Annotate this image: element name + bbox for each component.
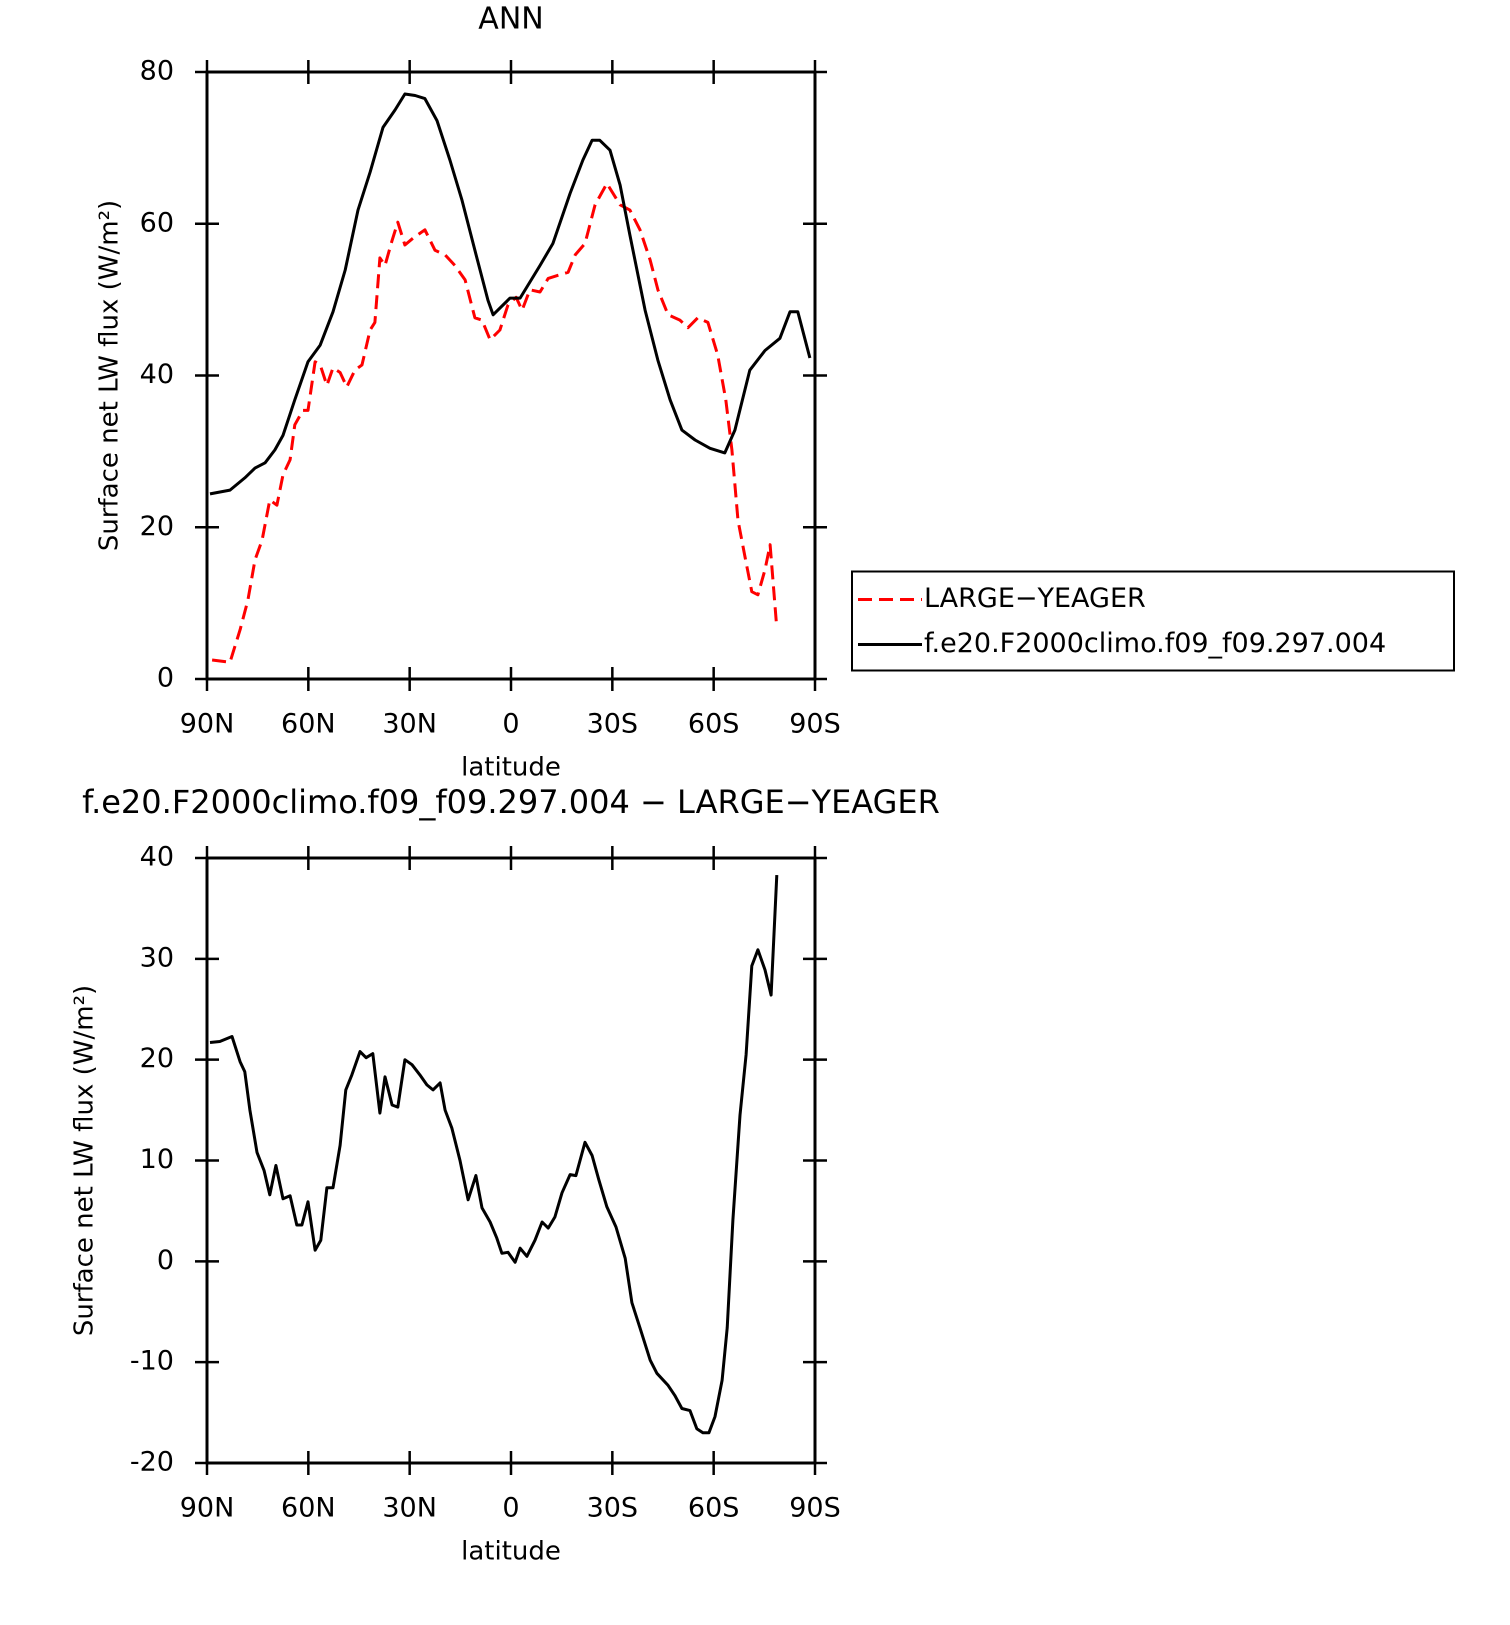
- x-tick-label: 90S: [789, 709, 841, 740]
- y-tick-label: 0: [157, 663, 174, 694]
- x-tick-label: 0: [502, 1493, 519, 1524]
- x-axis-label: latitude: [461, 1537, 561, 1567]
- x-tick-label: 30S: [587, 709, 639, 740]
- y-tick-label: 40: [140, 842, 174, 873]
- y-tick-label: -10: [130, 1346, 174, 1377]
- data-line: [211, 182, 779, 664]
- y-tick-label: 40: [140, 359, 174, 390]
- data-line: [209, 875, 779, 1435]
- y-tick-label: 20: [140, 511, 174, 542]
- data-line: [209, 92, 812, 496]
- legend-box: [851, 570, 1455, 672]
- x-tick-label: 60N: [281, 709, 336, 740]
- x-tick-label: 90N: [180, 709, 235, 740]
- x-tick-label: 60S: [688, 709, 740, 740]
- chart-title: f.e20.F2000climo.f09_f09.297.004 − LARGE…: [82, 783, 940, 821]
- y-tick-label: 0: [157, 1245, 174, 1276]
- y-axis-label: Surface net LW flux (W/m²): [70, 985, 100, 1336]
- chart-title: ANN: [478, 2, 543, 37]
- x-tick-label: 30N: [382, 709, 437, 740]
- y-tick-label: 80: [140, 56, 174, 87]
- plot-frame: [205, 70, 817, 681]
- y-tick-label: -20: [130, 1447, 174, 1478]
- x-tick-label: 90N: [180, 1493, 235, 1524]
- legend-label: f.e20.F2000climo.f09_f09.297.004: [924, 628, 1386, 659]
- x-tick-label: 60N: [281, 1493, 336, 1524]
- y-tick-label: 30: [140, 942, 174, 973]
- y-tick-label: 60: [140, 207, 174, 238]
- legend: LARGE−YEAGER f.e20.F2000climo.f09_f09.297…: [851, 570, 1455, 672]
- x-tick-label: 90S: [789, 1493, 841, 1524]
- y-axis-label: Surface net LW flux (W/m²): [95, 200, 125, 551]
- x-tick-label: 60S: [688, 1493, 740, 1524]
- y-tick-label: 10: [140, 1144, 174, 1175]
- x-tick-label: 0: [502, 709, 519, 740]
- x-tick-label: 30N: [382, 1493, 437, 1524]
- legend-label: LARGE−YEAGER: [924, 583, 1146, 614]
- x-axis-label: latitude: [461, 753, 561, 783]
- plot-frame: [205, 856, 817, 1465]
- y-tick-label: 20: [140, 1043, 174, 1074]
- x-tick-label: 30S: [587, 1493, 639, 1524]
